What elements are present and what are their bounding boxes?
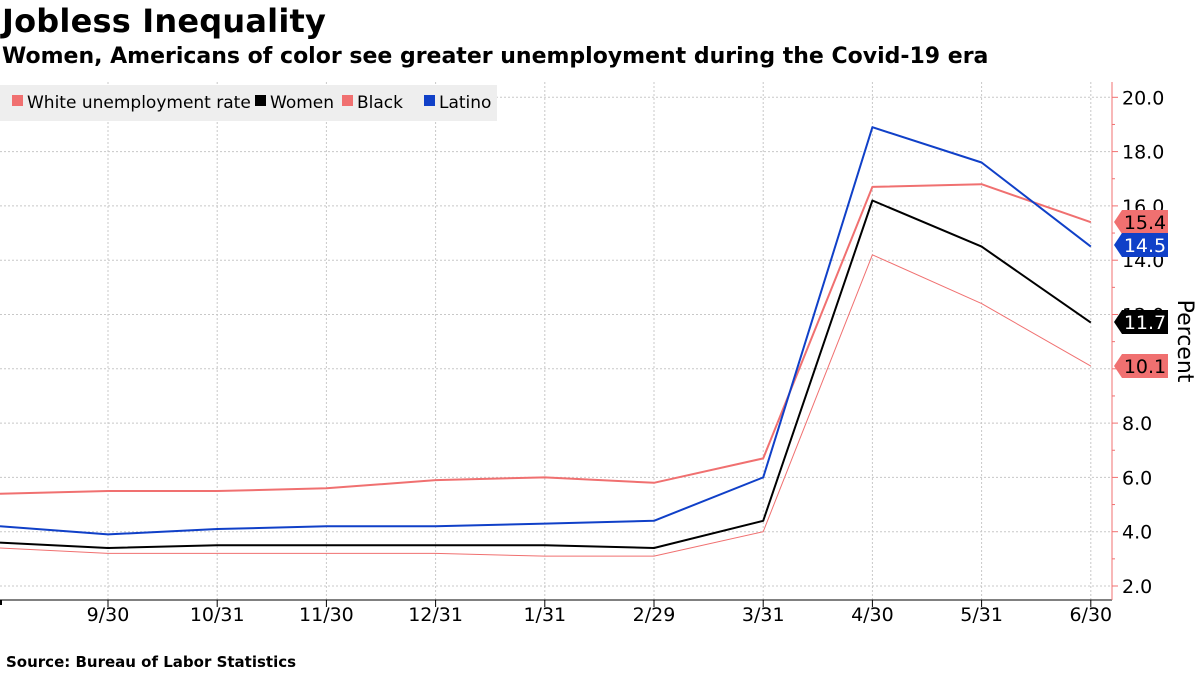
x-tick-label: 2/29 — [633, 604, 676, 626]
legend-swatch — [255, 95, 266, 106]
legend: White unemployment rate Women Black Latino — [0, 85, 497, 121]
end-label-bg — [1114, 210, 1168, 234]
y-tick-label: 20.0 — [1122, 87, 1164, 109]
x-tick-label: 4/30 — [851, 604, 894, 626]
series-line-black — [0, 183, 1092, 495]
source-note: Source: Bureau of Labor Statistics — [6, 653, 297, 671]
legend-swatch — [342, 95, 353, 106]
x-tick-label: 10/31 — [190, 604, 245, 626]
y-axis-label: Percent — [1172, 300, 1197, 383]
end-label-bg — [1114, 310, 1168, 334]
x-tick-label: 11/30 — [299, 604, 354, 626]
end-labels: 15.414.5 11.7 10.1 — [1114, 210, 1168, 378]
end-label-text: 11.7 — [1124, 312, 1166, 334]
x-tick-label: 3/31 — [742, 604, 785, 626]
end-label-text: 15.4 — [1124, 212, 1166, 234]
end-label: 10.1 — [1114, 354, 1168, 378]
end-label: 11.7 — [1114, 310, 1168, 334]
y-tick-label: 18.0 — [1122, 142, 1164, 164]
legend-swatch — [12, 95, 23, 106]
legend-box — [0, 85, 497, 121]
series-line-white-unemployment-rate — [0, 254, 1092, 557]
legend-label: Black — [357, 93, 403, 113]
end-label-bg — [1114, 233, 1168, 257]
series-line-latino — [0, 126, 1092, 536]
y-tick-label: 4.0 — [1122, 522, 1152, 544]
series-lines — [0, 126, 1092, 557]
gridlines — [0, 82, 1112, 600]
legend-label: Women — [270, 93, 334, 113]
x-tick-label: 9/30 — [87, 604, 130, 626]
legend-label: White unemployment rate — [27, 93, 251, 113]
x-tick-label: 12/31 — [408, 604, 463, 626]
axes: 2.04.06.08.010.012.014.016.018.020.09/30… — [0, 82, 1197, 626]
end-label-bg — [1114, 354, 1168, 378]
end-label-text: 10.1 — [1124, 356, 1166, 378]
legend-label: Latino — [439, 93, 491, 113]
y-tick-label: 8.0 — [1122, 413, 1152, 435]
end-label-text: 14.5 — [1124, 235, 1166, 257]
x-tick-label: 6/30 — [1069, 604, 1112, 626]
x-tick-label: 5/31 — [960, 604, 1003, 626]
end-label: 15.4 — [1114, 210, 1168, 234]
chart-subtitle: Women, Americans of color see greater un… — [2, 44, 989, 69]
x-tick-label: 1/31 — [523, 604, 566, 626]
chart-title: Jobless Inequality — [2, 2, 327, 40]
legend-swatch — [424, 95, 435, 106]
series-line-women — [0, 199, 1092, 549]
end-label: 14.5 — [1114, 233, 1168, 257]
y-tick-label: 2.0 — [1122, 576, 1152, 598]
y-tick-label: 6.0 — [1122, 467, 1152, 489]
